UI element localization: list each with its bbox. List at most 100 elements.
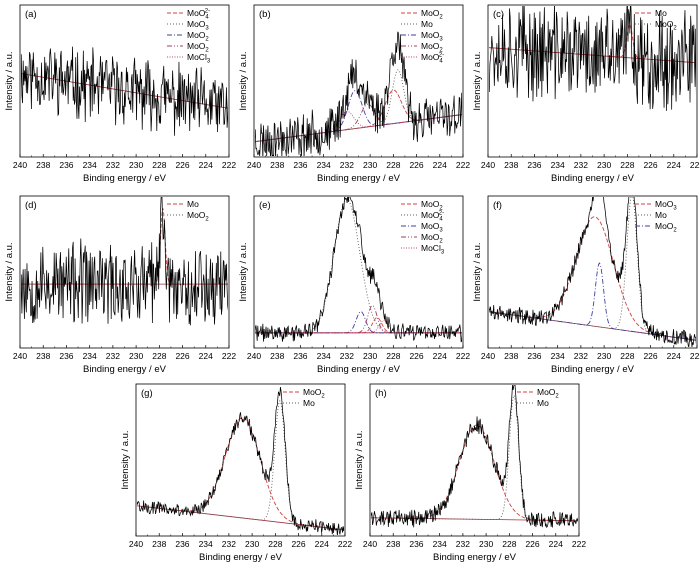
legend-label-base: Mo <box>655 210 667 220</box>
x-tick-label: 240 <box>247 160 261 170</box>
legend-label-3: MoO2 <box>187 41 209 54</box>
legend-label-subscript: 3 <box>441 250 445 256</box>
legend-label-0: MoO2 <box>421 199 443 212</box>
x-axis-label: Binding energy / eV <box>433 552 517 563</box>
legend-label-subscript: 2 <box>439 15 443 21</box>
panel-label: (b) <box>259 9 271 20</box>
legend-label-2: MoO2 <box>187 30 209 43</box>
measured-spectrum <box>255 197 462 343</box>
legend-label-0: MoO2 <box>537 387 559 400</box>
x-tick-label: 232 <box>340 351 354 361</box>
x-tick-label: 234 <box>317 160 331 170</box>
x-tick-label: 224 <box>667 351 681 361</box>
x-tick-label: 222 <box>338 539 352 549</box>
x-tick-label: 228 <box>386 160 400 170</box>
x-axis-label: Binding energy / eV <box>317 173 401 184</box>
x-tick-label: 240 <box>481 160 495 170</box>
legend-label-0: MoO2 <box>303 387 325 400</box>
measured-spectrum <box>21 46 228 136</box>
y-axis-label: Intensity / a.u. <box>472 242 483 301</box>
y-axis-label: Intensity / a.u. <box>120 430 131 489</box>
fit-component-1 <box>255 198 462 334</box>
legend-label-4: MoCl3 <box>421 243 445 256</box>
fit-component-0 <box>137 417 344 531</box>
x-tick-label: 230 <box>363 160 377 170</box>
legend-label-1: MoO2 <box>655 19 677 32</box>
x-tick-label: 230 <box>245 539 259 549</box>
legend-label-1: MoO3 <box>187 19 209 32</box>
legend-label-base: MoO <box>421 52 440 62</box>
legend-label-base: MoO <box>421 221 440 231</box>
legend-label-4: MoCl3 <box>187 52 211 65</box>
xps-panel-2: 240 238 236 234 232 230 228 226 224 222 Binding en… <box>472 4 700 184</box>
x-tick-label: 232 <box>456 539 470 549</box>
y-axis-label: Intensity / a.u. <box>472 51 483 110</box>
panel-label: (d) <box>25 200 37 211</box>
measured-spectrum <box>489 6 696 111</box>
x-tick-label: 236 <box>527 160 541 170</box>
x-tick-label: 224 <box>667 160 681 170</box>
legend-label-subscript: 2 <box>439 48 443 54</box>
x-tick-label: 222 <box>572 539 586 549</box>
fit-component-1 <box>489 197 696 341</box>
fit-component-0 <box>489 216 696 341</box>
measured-spectrum <box>21 197 228 326</box>
legend-label-base: MoO <box>187 30 206 40</box>
legend-label-base: MoO <box>187 19 206 29</box>
legend-label-base: Mo <box>655 8 667 18</box>
x-tick-label: 228 <box>502 539 516 549</box>
legend-label-base: MoO <box>421 199 440 209</box>
legend-label-base: MoO <box>537 387 556 397</box>
x-tick-label: 222 <box>456 160 470 170</box>
legend-label-base: MoO <box>421 8 440 18</box>
legend-label-subscript: 2 <box>439 206 443 212</box>
legend-label-4: MoO42- <box>421 52 444 65</box>
y-axis-label: Intensity / a.u. <box>4 51 15 110</box>
panel-label: (c) <box>493 9 504 20</box>
fit-component-2 <box>489 262 696 341</box>
legend-label-subscript: 3 <box>205 26 209 32</box>
x-tick-label: 240 <box>363 539 377 549</box>
x-tick-label: 224 <box>433 351 447 361</box>
plot-area <box>137 387 344 535</box>
legend-label-subscript: 3 <box>673 206 677 212</box>
x-tick-label: 230 <box>129 351 143 361</box>
legend-label-base: MoCl <box>187 52 207 62</box>
x-tick-label: 230 <box>597 160 611 170</box>
x-tick-label: 224 <box>433 160 447 170</box>
x-tick-label: 224 <box>315 539 329 549</box>
x-axis-label: Binding energy / eV <box>551 173 635 184</box>
legend-label-subscript: 4 <box>439 217 443 223</box>
x-tick-label: 236 <box>59 160 73 170</box>
legend-label-1: Mo <box>655 210 667 220</box>
x-axis-label: Binding energy / eV <box>317 364 401 375</box>
legend-label-subscript: 3 <box>439 37 443 43</box>
legend-label-superscript: 2- <box>439 53 444 59</box>
x-tick-label: 234 <box>83 160 97 170</box>
legend-label-subscript: 4 <box>205 15 209 21</box>
x-tick-label: 236 <box>293 351 307 361</box>
legend-label-1: MoO2 <box>187 210 209 223</box>
legend-label-base: Mo <box>187 199 199 209</box>
x-tick-label: 236 <box>59 351 73 361</box>
x-tick-label: 238 <box>270 160 284 170</box>
measured-spectrum <box>137 387 344 535</box>
x-tick-label: 228 <box>152 160 166 170</box>
fit-component-0 <box>371 424 578 522</box>
legend-label-base: MoO <box>187 210 206 220</box>
x-tick-label: 238 <box>270 351 284 361</box>
plot-area <box>255 31 462 156</box>
x-tick-label: 240 <box>13 351 27 361</box>
x-tick-label: 226 <box>643 351 657 361</box>
x-tick-label: 222 <box>456 351 470 361</box>
x-tick-label: 228 <box>386 351 400 361</box>
x-tick-label: 238 <box>36 351 50 361</box>
